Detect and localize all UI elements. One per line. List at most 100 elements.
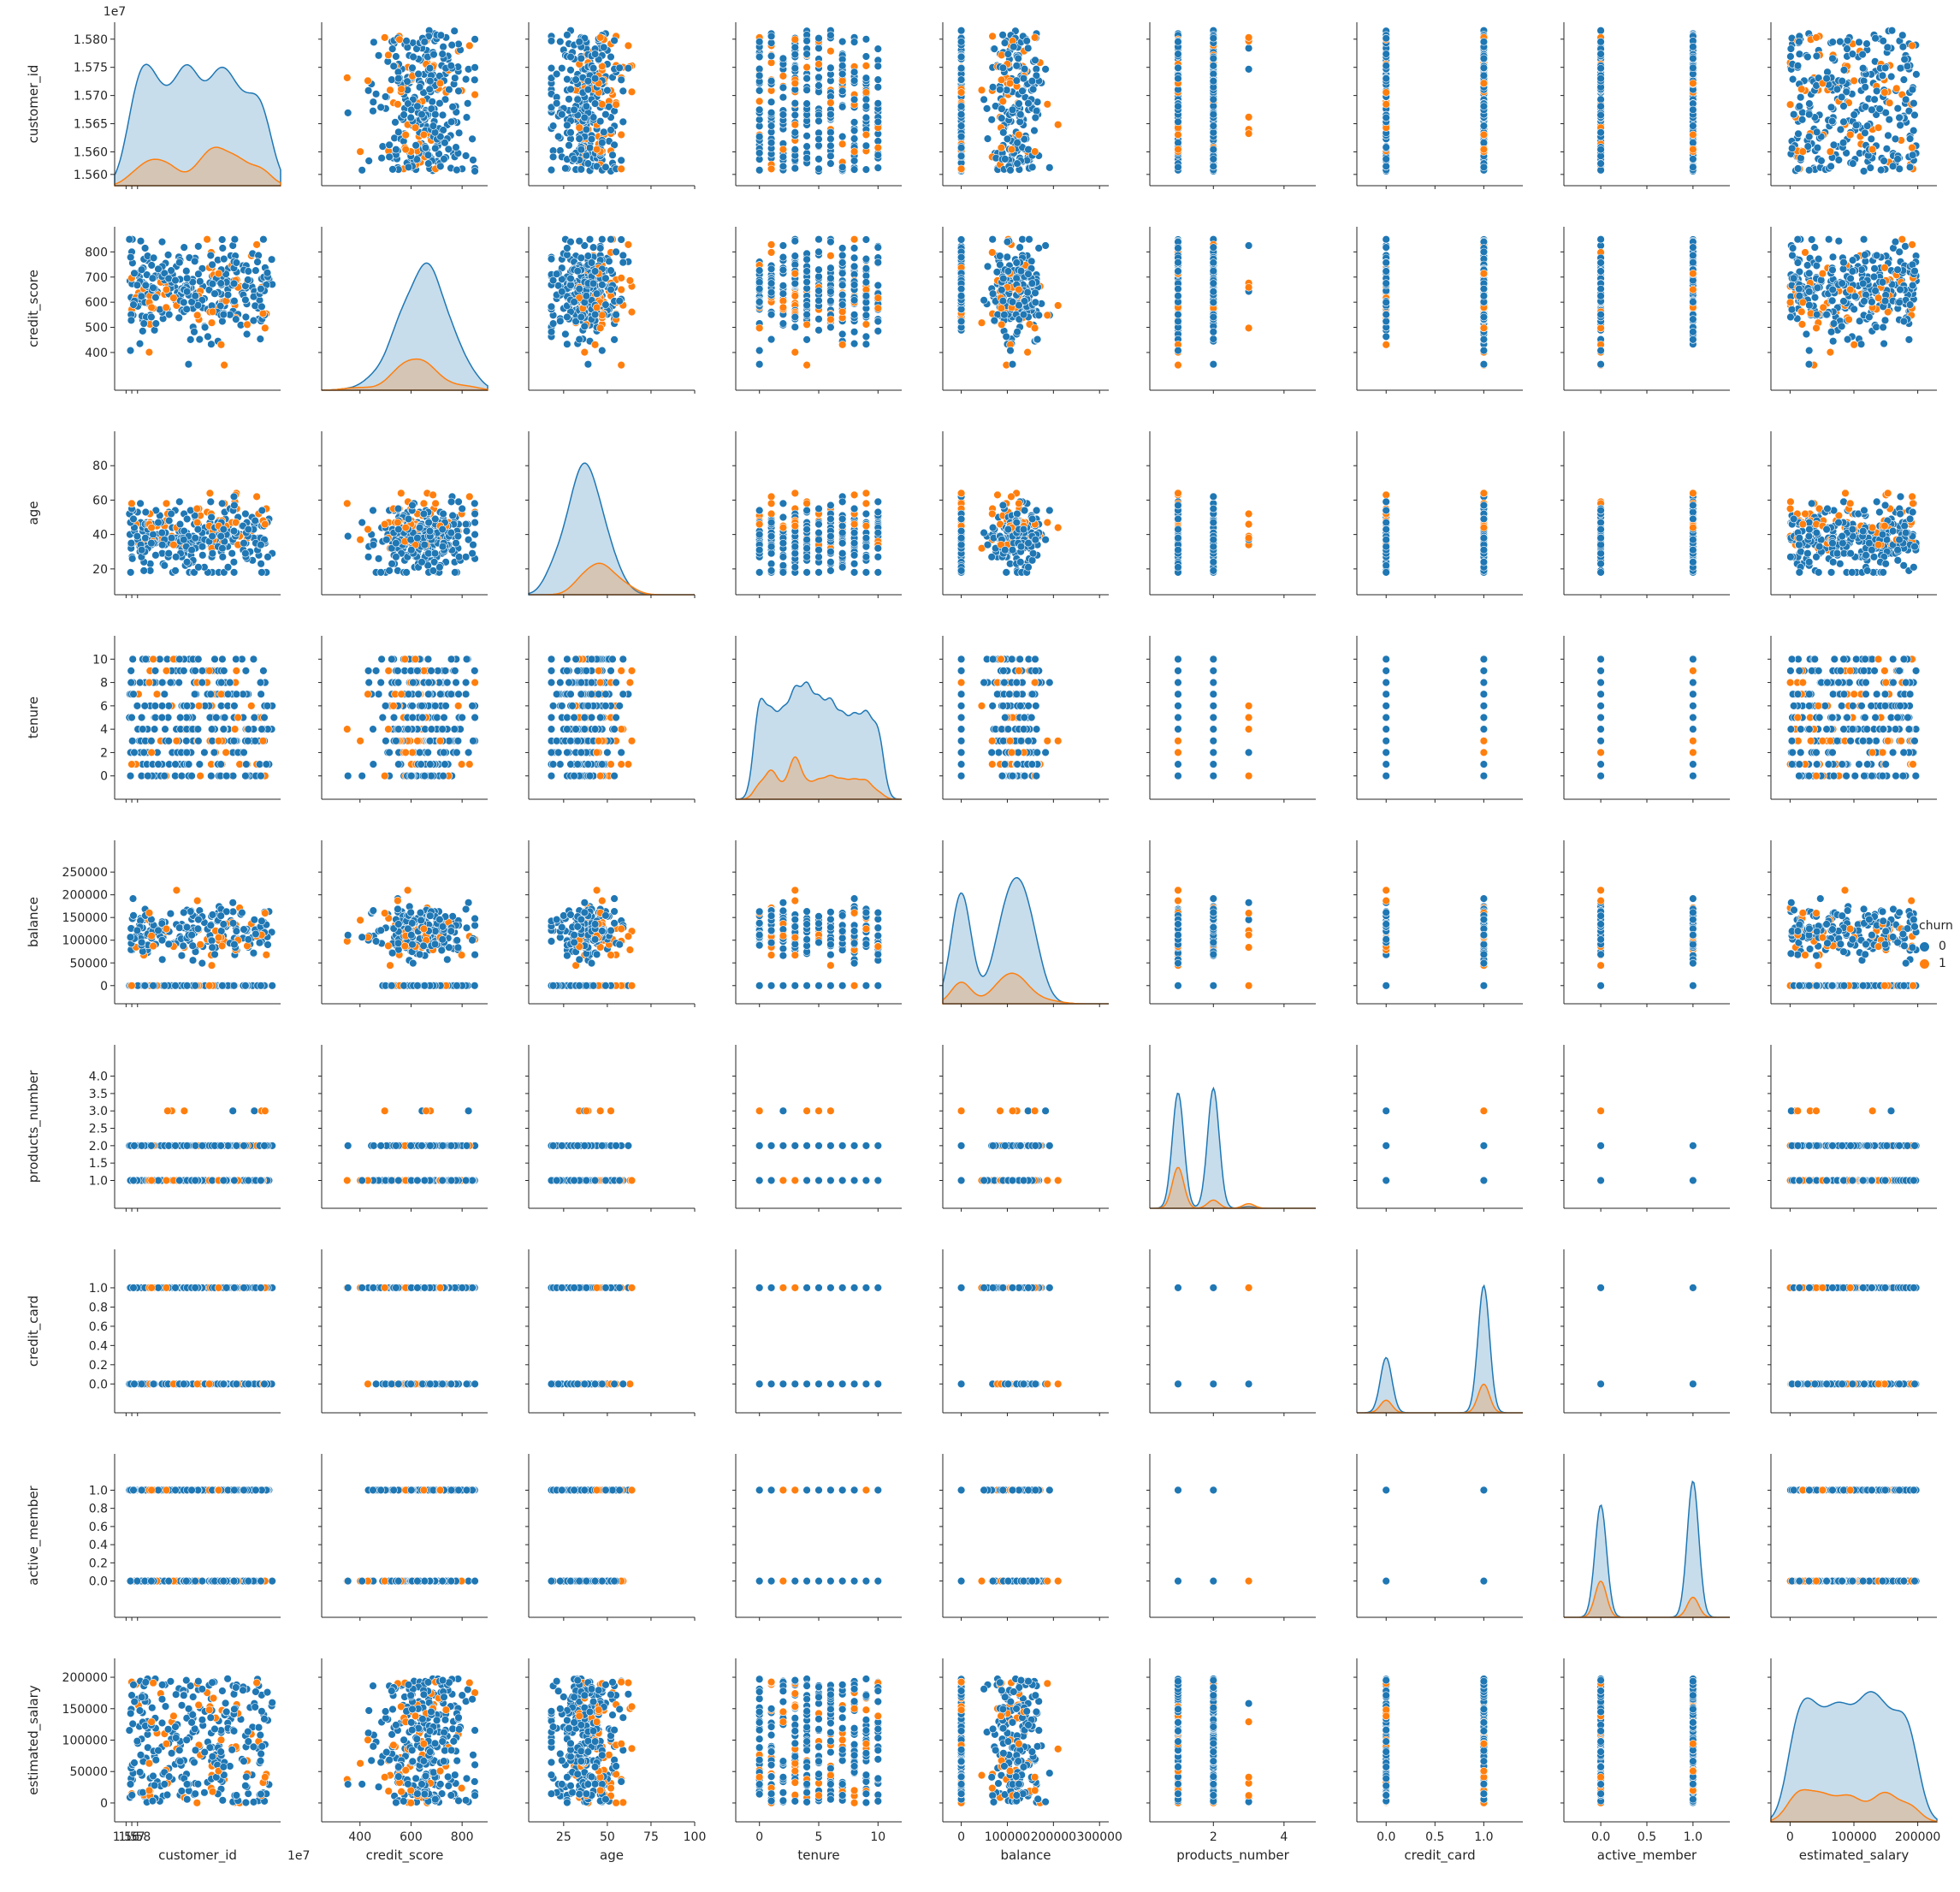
point <box>214 270 223 278</box>
point <box>180 298 188 307</box>
point <box>461 151 471 160</box>
point <box>575 38 583 46</box>
point <box>1479 360 1489 369</box>
point <box>556 37 565 46</box>
point <box>779 289 788 298</box>
point <box>802 132 811 140</box>
point <box>1209 243 1218 252</box>
point <box>873 117 883 127</box>
point <box>1209 360 1218 369</box>
point <box>1382 62 1390 70</box>
point <box>587 134 596 144</box>
point <box>595 117 605 126</box>
point <box>802 255 811 264</box>
point <box>204 332 212 341</box>
y-axis-label: credit_score <box>26 270 42 347</box>
point <box>826 110 835 119</box>
point <box>802 86 811 94</box>
point <box>956 144 966 152</box>
point <box>402 37 411 45</box>
point <box>791 35 799 44</box>
point <box>1008 360 1017 369</box>
point <box>571 75 580 84</box>
point <box>263 269 272 277</box>
point <box>1382 74 1390 83</box>
point <box>814 287 823 295</box>
point <box>1892 84 1901 93</box>
y-tick-label: 1.570 <box>74 90 108 104</box>
point <box>230 297 239 305</box>
point <box>190 328 198 336</box>
point <box>873 304 883 312</box>
point <box>165 310 174 319</box>
point <box>977 318 986 327</box>
point <box>1828 116 1837 126</box>
point <box>1382 279 1390 288</box>
point <box>423 151 433 159</box>
point <box>791 50 799 59</box>
point <box>1244 44 1253 52</box>
point <box>826 237 835 246</box>
point <box>206 251 216 260</box>
point <box>558 63 566 73</box>
point <box>988 32 997 41</box>
point <box>1209 298 1218 307</box>
point <box>1822 74 1831 83</box>
point <box>1479 139 1489 147</box>
point <box>414 69 423 79</box>
point <box>600 43 608 51</box>
point <box>376 103 385 112</box>
point <box>187 335 195 344</box>
y-tick-label: 1.560 <box>74 145 108 159</box>
point <box>1244 113 1253 122</box>
point <box>1910 98 1918 108</box>
point <box>1382 310 1390 319</box>
point <box>814 296 823 305</box>
point <box>997 143 1006 152</box>
point <box>587 258 596 267</box>
point <box>592 145 601 154</box>
point <box>826 134 835 144</box>
point <box>1031 288 1039 297</box>
point <box>1016 117 1024 127</box>
point <box>1209 155 1218 163</box>
point <box>767 32 776 41</box>
point <box>151 293 160 302</box>
point <box>358 166 366 175</box>
point <box>183 274 192 282</box>
point <box>216 279 225 288</box>
point <box>838 341 847 349</box>
point <box>998 63 1008 73</box>
point <box>1016 110 1025 119</box>
point <box>802 142 811 151</box>
point <box>1878 71 1887 80</box>
point <box>135 339 145 348</box>
point <box>1023 288 1032 297</box>
point <box>1852 121 1861 130</box>
point <box>999 128 1008 137</box>
y-tick-label: 700 <box>85 271 108 285</box>
point <box>137 265 146 274</box>
point <box>624 41 633 50</box>
point <box>603 86 612 95</box>
point <box>802 301 811 310</box>
point <box>575 284 583 294</box>
point <box>580 322 589 331</box>
point <box>956 317 966 326</box>
point <box>1596 145 1605 154</box>
point <box>369 98 377 106</box>
point <box>1004 50 1013 58</box>
point <box>232 315 240 323</box>
point <box>195 335 204 344</box>
point <box>140 244 150 252</box>
point <box>558 288 566 296</box>
point <box>814 326 823 335</box>
point <box>1849 159 1857 168</box>
point <box>548 319 558 328</box>
point <box>1871 33 1880 43</box>
point <box>997 75 1006 85</box>
point <box>617 274 625 282</box>
point <box>1887 27 1897 35</box>
point <box>1174 63 1182 73</box>
